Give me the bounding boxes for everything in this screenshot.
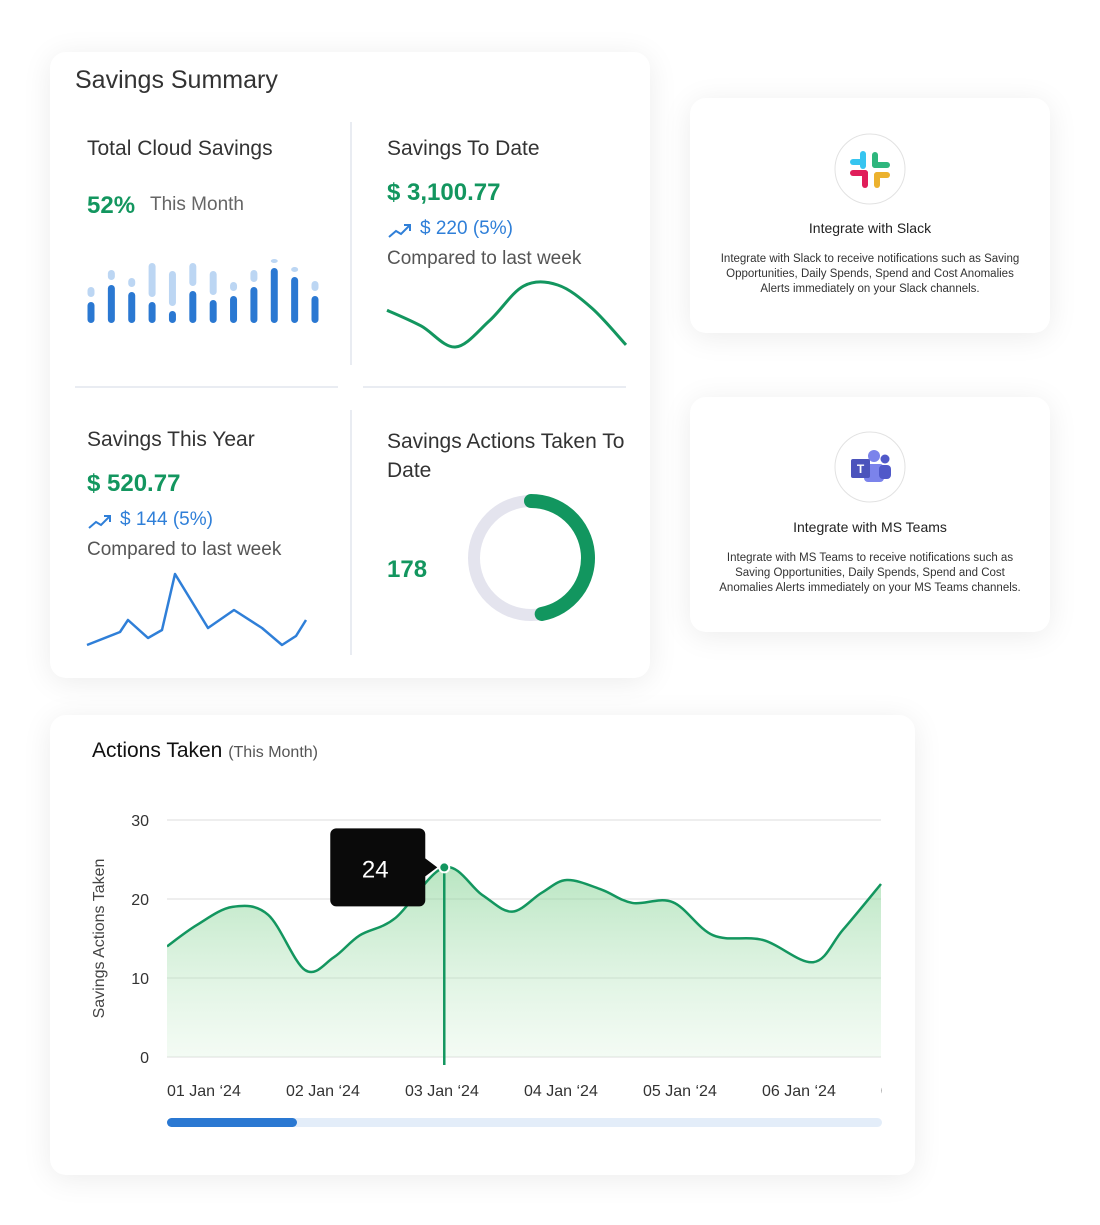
tile-period: This Month <box>150 194 244 215</box>
x-tick-label: 01 Jan ‘24 <box>167 1083 241 1100</box>
svg-text:T: T <box>857 462 865 476</box>
tile-title: Savings To Date <box>387 137 540 160</box>
x-tick-label: 02 Jan ‘24 <box>286 1083 360 1100</box>
y-tick-label: 20 <box>131 892 149 909</box>
summary-title: Savings Summary <box>75 66 278 94</box>
tile-change: $ 144 (5%) <box>120 509 213 530</box>
bar <box>148 302 156 323</box>
bar-segment <box>87 287 95 297</box>
integration-title: Integrate with MS Teams <box>793 519 947 535</box>
bar <box>250 287 258 323</box>
x-tick-label: 07 Jan ‘24 <box>881 1083 955 1100</box>
bar <box>270 268 278 323</box>
bar-segment <box>230 282 238 291</box>
bar <box>311 296 319 323</box>
bar <box>189 291 197 323</box>
bar <box>168 311 176 323</box>
x-tick-label: 06 Jan ‘24 <box>762 1083 836 1100</box>
trend-line <box>86 572 308 647</box>
y-tick-label: 30 <box>131 813 149 830</box>
bar-segment <box>270 259 278 263</box>
point <box>438 861 451 874</box>
plot <box>167 865 882 1057</box>
integration-description: Integrate with MS Teams to receive notif… <box>719 552 1021 594</box>
scrollbar-thumb[interactable] <box>167 1118 297 1127</box>
integration-title: Integrate with Slack <box>808 220 932 236</box>
x-tick-label: 03 Jan ‘24 <box>405 1083 479 1100</box>
x-tick-labels: 01 Jan ‘24 02 Jan ‘24 03 Jan ‘24 04 Jan ‘24… <box>167 1083 955 1100</box>
slack-icon <box>834 133 906 205</box>
x-tick-label: 05 Jan ‘24 <box>643 1083 717 1100</box>
bar <box>107 285 115 323</box>
tile-comparison: Compared to last week <box>87 539 282 560</box>
bar-segment <box>168 271 176 306</box>
x-tick-label: 04 Jan ‘24 <box>524 1083 598 1100</box>
bar <box>209 300 217 323</box>
tile-title: Savings Actions Taken To Date <box>387 430 625 482</box>
bar-segment <box>107 270 115 280</box>
tile-comparison: Compared to last week <box>387 248 582 269</box>
bar <box>291 277 299 323</box>
bar-segment <box>128 278 136 287</box>
line <box>167 865 882 974</box>
teams-icon: T <box>834 431 906 503</box>
tile-title: Total Cloud Savings <box>87 137 273 160</box>
area <box>167 866 881 1057</box>
trend-icon <box>88 515 111 529</box>
chart-subtitle: (This Month) <box>228 744 318 761</box>
trend-icon <box>404 224 411 231</box>
y-tick-label: 10 <box>131 971 149 988</box>
bar-segment <box>189 263 197 286</box>
tooltip <box>330 828 438 907</box>
integration-description: Integrate with Slack to receive notifica… <box>720 253 1020 295</box>
tile-value: 178 <box>387 556 428 583</box>
tile-value: $ 520.77 <box>87 470 181 497</box>
bar-segment <box>209 271 217 295</box>
bar-segment <box>250 270 258 282</box>
chart-title-text: Actions Taken <box>92 739 223 762</box>
trend-icon <box>104 515 111 522</box>
bar-segment <box>311 281 319 291</box>
trend-line <box>386 280 628 349</box>
y-tick-label: 0 <box>140 1050 149 1067</box>
bar <box>87 302 95 323</box>
bar <box>230 296 238 323</box>
tile-value: $ 3,100.77 <box>387 179 501 206</box>
trend-icon <box>388 224 411 238</box>
bar-segment <box>291 267 299 272</box>
dividers <box>75 122 626 655</box>
tooltip-value: 24 <box>362 856 389 883</box>
bar-segment <box>148 263 156 297</box>
y-axis-label: Savings Actions Taken <box>91 859 108 1019</box>
chart-title: Actions Taken (This Month) <box>92 739 318 763</box>
donut-arc <box>524 494 595 621</box>
summary-card <box>50 52 650 678</box>
tile-change: $ 220 (5%) <box>420 218 513 239</box>
tile-title: Savings This Year <box>87 428 255 451</box>
scrollbar-track[interactable] <box>167 1118 882 1127</box>
tile-value: 52% <box>87 192 136 219</box>
bar <box>128 292 136 323</box>
